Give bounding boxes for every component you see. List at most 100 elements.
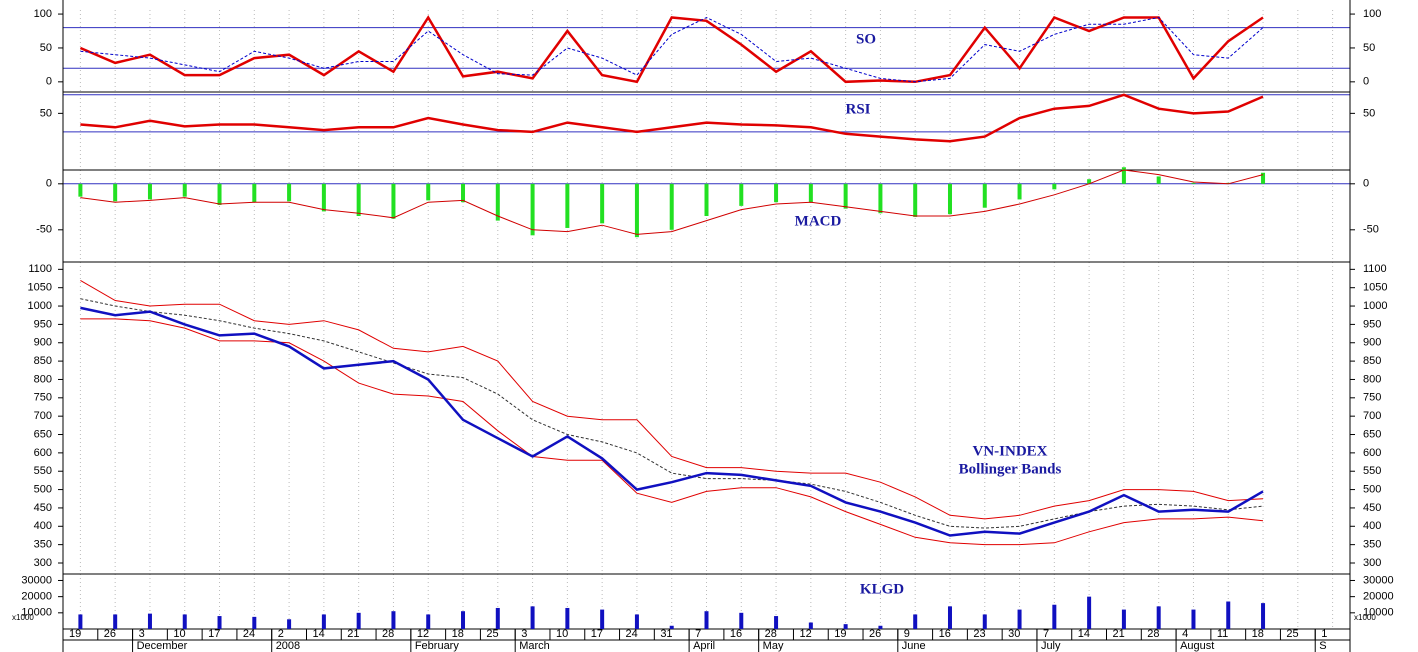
x-tick-label: 11 xyxy=(1217,628,1228,640)
y-tick-label: 700 xyxy=(1363,410,1381,422)
x-tick-label: 21 xyxy=(347,628,359,640)
bar xyxy=(704,183,709,216)
y-tick-label: -50 xyxy=(36,224,52,236)
x-tick-label: 1 xyxy=(1321,628,1327,640)
y-tick-label: 0 xyxy=(1363,76,1369,88)
y-tick-label: 10000 xyxy=(1363,607,1394,619)
bar xyxy=(669,183,674,230)
bar xyxy=(1017,183,1022,200)
y-tick-label: 500 xyxy=(34,483,52,495)
bar xyxy=(774,183,779,203)
series-line xyxy=(80,279,1264,520)
x-tick-label: 3 xyxy=(139,628,145,640)
series-line xyxy=(79,15,1264,84)
y-tick-label: 600 xyxy=(1363,447,1381,459)
bar xyxy=(1156,606,1161,629)
x-tick-label: 26 xyxy=(104,628,116,640)
bar xyxy=(113,614,118,629)
month-label: March xyxy=(519,640,550,652)
bar xyxy=(704,611,709,629)
y-tick-label: 350 xyxy=(34,539,52,551)
x-tick-label: 25 xyxy=(1286,628,1298,640)
bar xyxy=(1191,182,1196,184)
y-tick-label: 1000 xyxy=(28,300,52,312)
month-label: December xyxy=(137,640,188,652)
y-tick-label: 20000 xyxy=(1363,591,1394,603)
y-tick-label: 400 xyxy=(34,520,52,532)
bar xyxy=(217,616,222,629)
x-tick-label: 17 xyxy=(591,628,603,640)
y-tick-label: 100 xyxy=(1363,8,1381,20)
y-tick-label: -50 xyxy=(1363,224,1379,236)
x-tick-label: 10 xyxy=(556,628,568,640)
series-line xyxy=(80,16,1264,83)
y-tick-label: 50 xyxy=(40,42,52,54)
bar xyxy=(530,183,535,236)
x-tick-label: 16 xyxy=(939,628,951,640)
bar xyxy=(1261,603,1266,629)
x-tick-label: 16 xyxy=(730,628,742,640)
bar xyxy=(843,624,848,629)
y-tick-label: 10000 xyxy=(21,607,52,619)
x-tick-label: 28 xyxy=(382,628,394,640)
y-tick-label: 1100 xyxy=(1363,263,1387,275)
bar xyxy=(634,614,639,629)
y-tick-label: 750 xyxy=(1363,392,1381,404)
bar xyxy=(252,183,257,203)
y-tick-label: 0 xyxy=(46,76,52,88)
month-label: 2008 xyxy=(276,640,300,652)
y-tick-label: 450 xyxy=(34,502,52,514)
unit-label: x1000 xyxy=(1354,613,1376,622)
y-tick-label: 1050 xyxy=(1363,282,1387,294)
bar xyxy=(774,616,779,629)
bar xyxy=(1087,179,1092,184)
y-tick-label: 0 xyxy=(46,178,52,190)
x-tick-label: 24 xyxy=(243,628,255,640)
bar xyxy=(982,614,987,629)
y-tick-label: 400 xyxy=(1363,520,1381,532)
x-tick-label: 12 xyxy=(417,628,429,640)
price-title: VN-INDEX xyxy=(973,443,1048,459)
x-tick-label: 12 xyxy=(799,628,811,640)
x-tick-label: 23 xyxy=(973,628,985,640)
y-tick-label: 20000 xyxy=(21,591,52,603)
price-subtitle: Bollinger Bands xyxy=(959,461,1062,477)
bar xyxy=(808,622,813,629)
x-tick-label: 2 xyxy=(278,628,284,640)
bar xyxy=(461,183,466,203)
y-tick-label: 750 xyxy=(34,392,52,404)
bar xyxy=(913,614,918,629)
bar xyxy=(252,616,257,629)
x-tick-label: 4 xyxy=(1182,628,1188,640)
bar xyxy=(321,614,326,629)
bar xyxy=(1052,604,1057,629)
series-line xyxy=(80,306,1264,537)
y-tick-label: 350 xyxy=(1363,539,1381,551)
bar xyxy=(878,625,883,629)
x-tick-label: 28 xyxy=(765,628,777,640)
series-line xyxy=(80,93,1264,143)
y-tick-label: 500 xyxy=(1363,483,1381,495)
x-tick-label: 21 xyxy=(1113,628,1125,640)
x-tick-label: 19 xyxy=(69,628,81,640)
y-tick-label: 50 xyxy=(1363,42,1375,54)
y-tick-label: 800 xyxy=(34,373,52,385)
bar xyxy=(391,183,396,219)
bar xyxy=(1156,176,1161,184)
bar xyxy=(321,183,326,212)
bar xyxy=(391,611,396,629)
x-tick-label: 26 xyxy=(869,628,881,640)
bar xyxy=(1226,601,1231,629)
macd-title: MACD xyxy=(795,213,842,229)
bar xyxy=(947,183,952,215)
bar xyxy=(1121,609,1126,629)
y-tick-label: 700 xyxy=(34,410,52,422)
x-tick-label: 25 xyxy=(486,628,498,640)
bar xyxy=(495,183,500,221)
bar xyxy=(182,614,187,629)
x-tick-label: 7 xyxy=(695,628,701,640)
y-tick-label: 850 xyxy=(1363,355,1381,367)
bar xyxy=(356,183,361,216)
